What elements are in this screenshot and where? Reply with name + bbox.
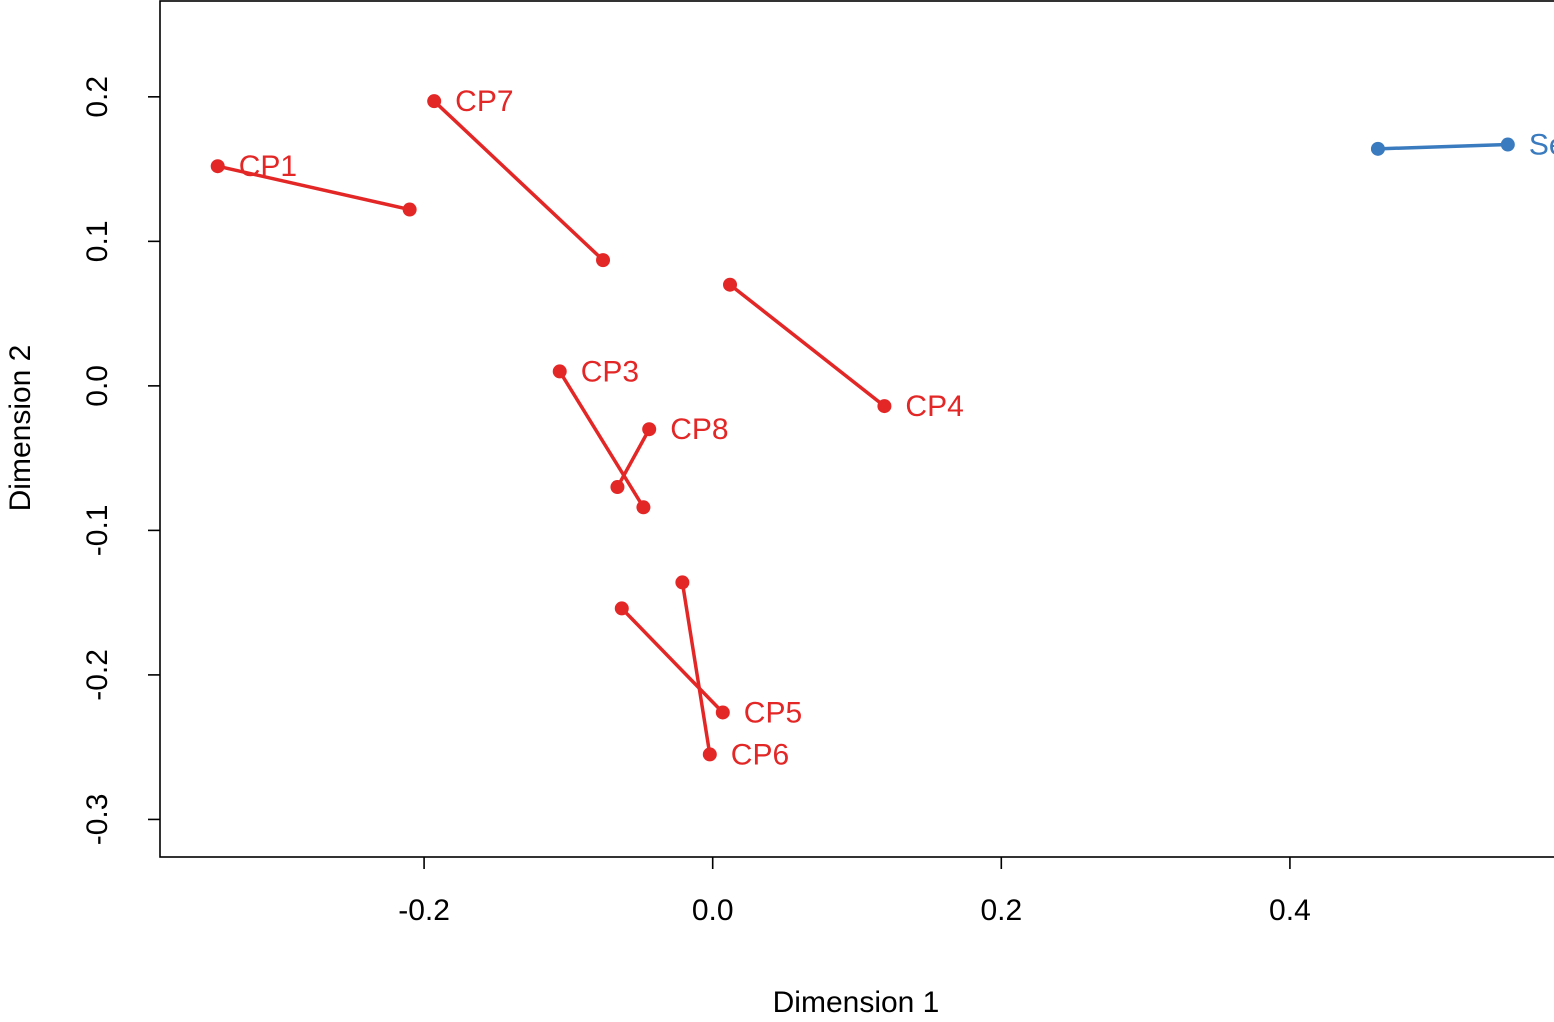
- series-line-cp8: [615, 428, 651, 488]
- point-label-cp3: CP3: [581, 355, 639, 388]
- y-tick-label: 0.0: [81, 365, 114, 407]
- y-tick-label: -0.2: [81, 649, 114, 701]
- point-cp4-a: [877, 399, 892, 414]
- point-label-cp7: CP7: [455, 85, 513, 118]
- series-line-cp6: [680, 582, 712, 755]
- y-axis-title: Dimension 2: [4, 345, 37, 512]
- series-line-se: [1377, 142, 1508, 151]
- x-tick-label: 0.4: [1269, 894, 1311, 927]
- point-label-cp1: CP1: [239, 150, 297, 183]
- point-cp7-b: [596, 253, 611, 268]
- point-cp8-a: [642, 422, 657, 437]
- point-cp5-a: [715, 705, 730, 720]
- point-label-cp5: CP5: [744, 696, 802, 729]
- axes: -0.2 0.0 0.2 0.4 -0.3 -0.2 -0.1 0.0 0.1 0.2: [81, 76, 1311, 927]
- x-tick-label: 0.0: [692, 894, 734, 927]
- series-line-cp7: [432, 99, 605, 262]
- point-label-cp8: CP8: [670, 413, 728, 446]
- point-label-cp6: CP6: [731, 738, 789, 771]
- point-cp3-a: [552, 364, 567, 379]
- series-line-cp3: [558, 370, 645, 509]
- x-tick-label: 0.2: [980, 894, 1022, 927]
- point-cp6-a: [702, 747, 717, 762]
- y-tick-label: 0.1: [81, 220, 114, 262]
- series-line-cp1: [217, 164, 411, 212]
- point-se-b: [1370, 141, 1385, 156]
- y-tick-label: -0.1: [81, 505, 114, 557]
- plot-frame: [159, 0, 1554, 858]
- plot-frame-group: [159, 0, 1554, 858]
- point-cp5-b: [614, 601, 629, 616]
- point-cp8-b: [610, 480, 625, 495]
- point-cp1-b: [402, 202, 417, 217]
- point-se-a: [1500, 137, 1515, 152]
- x-tick-label: -0.2: [398, 894, 450, 927]
- series-line-cp5: [620, 607, 725, 714]
- data-layer: CP1 CP7 CP3 CP8 CP4 CP5 CP6 Se: [210, 85, 1554, 771]
- point-label-se: Se: [1529, 129, 1554, 162]
- y-tick-label: -0.3: [81, 794, 114, 846]
- point-cp4-b: [723, 277, 738, 292]
- y-tick-label: 0.2: [81, 76, 114, 118]
- x-axis-title: Dimension 1: [773, 986, 940, 1019]
- point-cp3-b: [636, 500, 651, 515]
- point-cp7-a: [427, 94, 442, 109]
- series-line-cp4: [728, 283, 886, 408]
- point-label-cp4: CP4: [905, 390, 963, 423]
- point-cp1-a: [210, 159, 225, 174]
- point-cp6-b: [675, 575, 690, 590]
